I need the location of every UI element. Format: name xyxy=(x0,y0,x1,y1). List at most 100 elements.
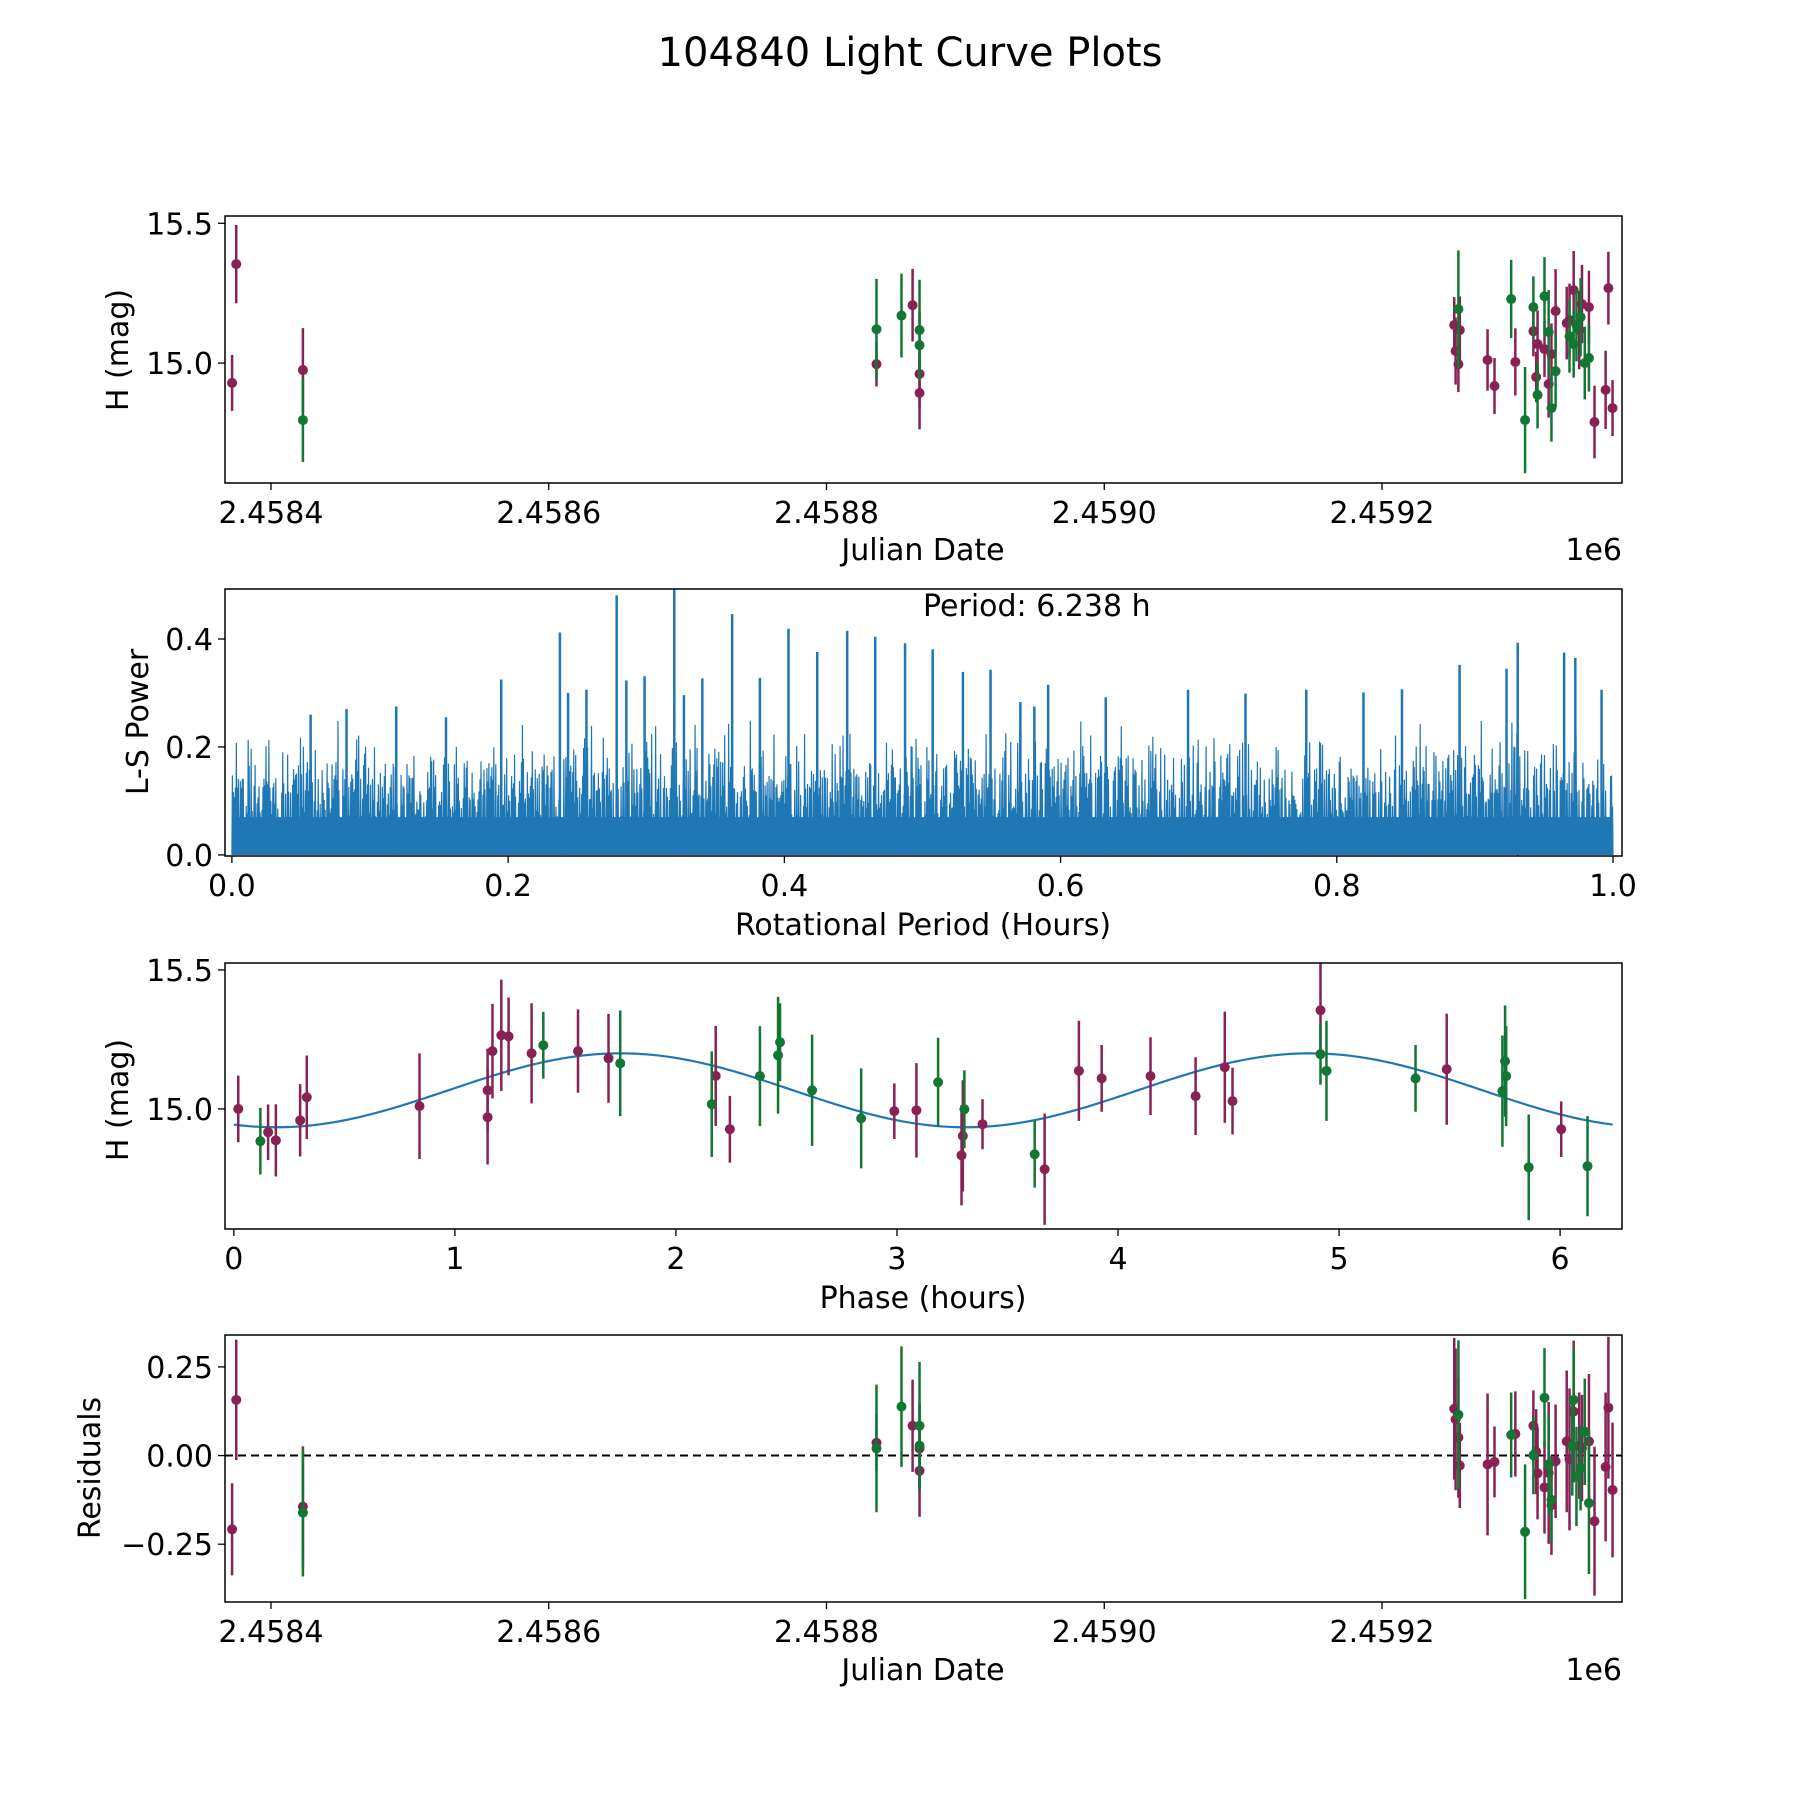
periodogram-xlabel: Rotational Period (Hours) xyxy=(735,908,1111,943)
phased-panel: Phase (hours) H (mag) 0 1 2 3 4 5 6 15.0 15.5 xyxy=(101,954,1623,1316)
residuals-xtick-label: 2.4592 xyxy=(1330,1615,1435,1650)
residuals-axes-frame xyxy=(224,1334,1623,1603)
phased-point-band_b xyxy=(1410,1073,1421,1084)
phased-model-curve xyxy=(233,1052,1613,1129)
residuals-xtick-label: 2.4586 xyxy=(496,1615,601,1650)
phased-point-band_a xyxy=(482,1112,493,1123)
phased-ytick-label: 15.0 xyxy=(146,1093,213,1128)
residuals-panel: Julian Date Residuals 1e6 2.4584 2.4586 2.… xyxy=(73,1334,1623,1688)
phased-point-band_a xyxy=(263,1127,274,1138)
phased-point-band_b xyxy=(754,1071,765,1082)
periodogram-ylabel: L-S Power xyxy=(121,648,156,795)
phased-point-band_b xyxy=(807,1085,818,1096)
phased-point-band_b xyxy=(615,1058,626,1069)
phased-point-band_a xyxy=(482,1085,493,1096)
lightcurve-point-band_b xyxy=(914,340,925,351)
lightcurve-point-band_b xyxy=(1532,389,1543,400)
phased-plot-area xyxy=(233,963,1613,1225)
phased-point-band_a xyxy=(1073,1065,1084,1076)
residuals-point-band_b xyxy=(1539,1392,1550,1403)
residuals-point-band_a xyxy=(1603,1402,1614,1413)
residuals-xtick-label: 2.4588 xyxy=(774,1615,879,1650)
phased-point-band_a xyxy=(911,1105,922,1116)
phased-point-band_a xyxy=(233,1103,244,1114)
periodogram-axes-frame xyxy=(224,588,1623,857)
residuals-point-band_b xyxy=(1546,1494,1557,1505)
phased-point-band_a xyxy=(956,1150,967,1161)
lightcurve-point-band_a xyxy=(914,387,925,398)
lightcurve-point-band_b xyxy=(1546,403,1557,414)
lightcurve-xtick-label: 2.4590 xyxy=(1052,496,1157,531)
residuals-point-band_a xyxy=(1589,1516,1600,1527)
phased-point-band_a xyxy=(503,1031,514,1042)
phased-point-band_a xyxy=(1219,1062,1230,1073)
residuals-point-band_b xyxy=(1583,1498,1594,1509)
lightcurve-xtick-label: 2.4592 xyxy=(1330,496,1435,531)
phased-point-band_a xyxy=(1145,1071,1156,1082)
phased-point-band_b xyxy=(255,1136,266,1147)
figure-title: 104840 Light Curve Plots xyxy=(658,30,1163,76)
lightcurve-point-band_b xyxy=(1539,291,1550,302)
period-annotation: Period: 6.238 h xyxy=(923,589,1151,624)
phased-xtick-label: 4 xyxy=(1108,1242,1127,1277)
lightcurve-point-band_b xyxy=(1543,327,1554,338)
phased-point-band_b xyxy=(775,1037,786,1048)
phased-xtick-label: 2 xyxy=(666,1242,685,1277)
phased-xtick-label: 6 xyxy=(1551,1242,1570,1277)
lightcurve-ylabel: H (mag) xyxy=(101,289,136,411)
lightcurve-point-band_b xyxy=(1550,366,1561,377)
phased-point-band_a xyxy=(487,1046,498,1057)
phased-xlabel: Phase (hours) xyxy=(820,1281,1027,1316)
periodogram-xtick-label: 0.0 xyxy=(208,869,256,904)
lightcurve-xtick-label: 2.4584 xyxy=(218,496,323,531)
periodogram-xtick-label: 0.4 xyxy=(760,869,808,904)
residuals-point-band_b xyxy=(914,1440,925,1451)
phased-xtick-label: 0 xyxy=(224,1242,243,1277)
phased-xtick-label: 3 xyxy=(887,1242,906,1277)
lightcurve-point-band_b xyxy=(1453,304,1464,315)
residuals-point-band_b xyxy=(914,1420,925,1431)
residuals-xlabel: Julian Date xyxy=(839,1653,1004,1688)
phased-point-band_a xyxy=(295,1115,306,1126)
lightcurve-point-band_b xyxy=(1520,415,1531,426)
phased-point-band_a xyxy=(1441,1064,1452,1075)
phased-point-band_a xyxy=(1039,1164,1050,1175)
phased-point-band_b xyxy=(706,1099,717,1110)
lightcurve-point-band_b xyxy=(871,324,882,335)
residuals-point-band_a xyxy=(231,1394,242,1405)
lightcurve-point-band_b xyxy=(1564,331,1575,342)
lightcurve-point-band_a xyxy=(1539,344,1550,355)
phased-point-band_a xyxy=(1227,1096,1238,1107)
phased-point-band_a xyxy=(270,1135,281,1146)
lightcurve-point-band_a xyxy=(1607,403,1618,414)
phased-point-band_a xyxy=(301,1092,312,1103)
phased-point-band_b xyxy=(1497,1086,1508,1097)
phased-point-band_b xyxy=(933,1077,944,1088)
phased-xtick-label: 1 xyxy=(445,1242,464,1277)
residuals-plot-area xyxy=(225,1336,1622,1600)
phased-point-band_a xyxy=(573,1046,584,1057)
lightcurve-point-band_a xyxy=(1532,339,1543,350)
lightcurve-ytick-label: 15.5 xyxy=(146,207,213,242)
periodogram-xtick-label: 0.6 xyxy=(1037,869,1085,904)
lightcurve-point-band_a xyxy=(1454,325,1465,336)
periodogram-xtick-label: 0.8 xyxy=(1313,869,1361,904)
phased-point-band_a xyxy=(603,1053,614,1064)
residuals-point-band_b xyxy=(1506,1429,1517,1440)
residuals-point-band_b xyxy=(1571,1471,1582,1482)
lightcurve-point-band_a xyxy=(1603,283,1614,294)
lightcurve-ytick-label: 15.0 xyxy=(146,347,213,382)
phased-point-band_a xyxy=(724,1124,735,1135)
lightcurve-point-band_a xyxy=(1589,417,1600,428)
lightcurve-xtick-label: 2.4588 xyxy=(774,496,879,531)
residuals-point-band_b xyxy=(1568,1394,1579,1405)
phased-point-band_a xyxy=(1190,1091,1201,1102)
lightcurve-point-band_a xyxy=(1550,306,1561,317)
residuals-point-band_b xyxy=(871,1443,882,1454)
residuals-point-band_b xyxy=(1520,1526,1531,1537)
lightcurve-point-band_b xyxy=(1528,302,1539,313)
residuals-point-band_a xyxy=(1489,1456,1500,1467)
lightcurve-point-band_a xyxy=(907,300,918,311)
phased-point-band_a xyxy=(414,1101,425,1112)
phased-point-band_a xyxy=(1315,1005,1326,1016)
